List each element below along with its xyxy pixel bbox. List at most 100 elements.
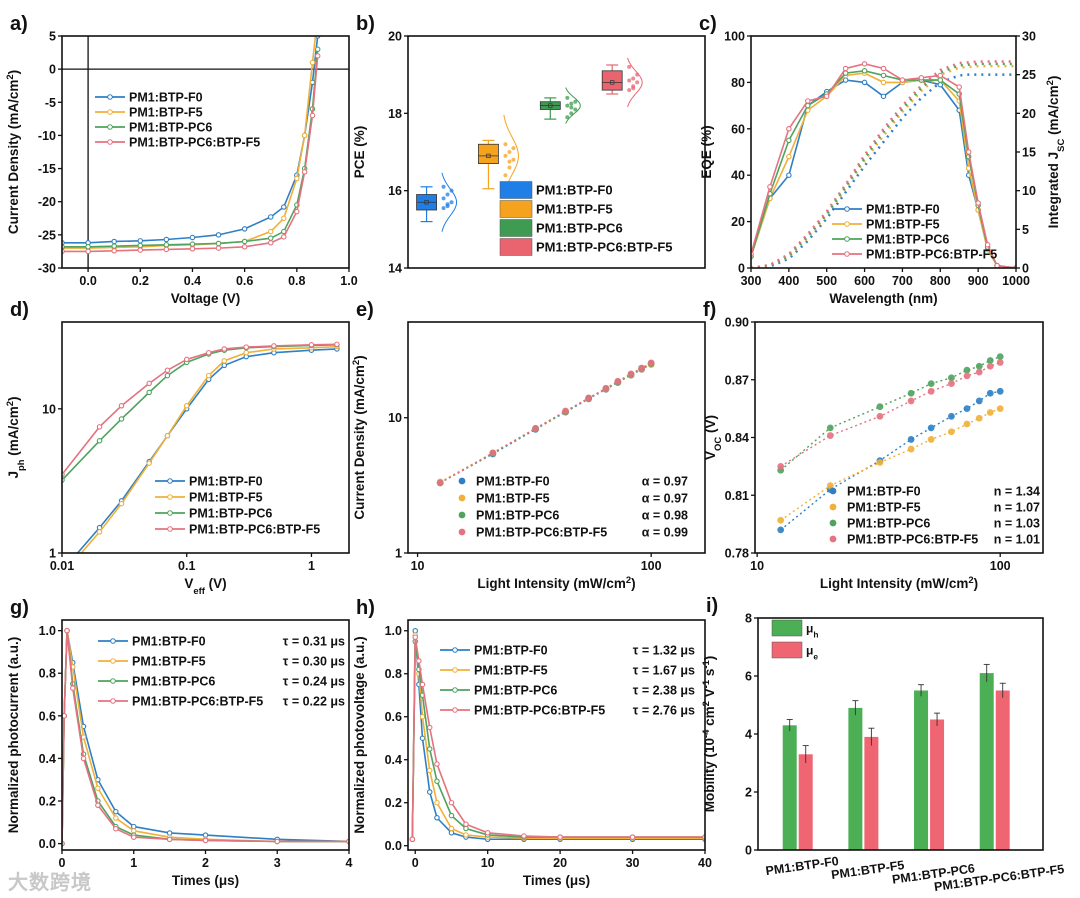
data-point <box>64 627 70 634</box>
legend-label: PM1:BTP-F0 <box>129 91 203 105</box>
plot-frame <box>407 619 706 851</box>
y-tick-label: 1 <box>49 547 56 561</box>
data-point <box>876 459 884 466</box>
data-point <box>511 157 516 162</box>
legend-item: μe <box>771 641 818 662</box>
legend-item: PM1:BTP-PC6 α = 0.98 <box>458 509 688 523</box>
plot-frame <box>407 321 706 554</box>
legend-label: PM1:BTP-PC6 <box>129 121 212 135</box>
x-tick-label: 100 <box>990 559 1011 573</box>
legend-marker <box>458 511 466 519</box>
data-point <box>205 349 212 356</box>
data-point <box>503 153 508 158</box>
data-point <box>164 433 171 439</box>
data-point <box>614 377 622 385</box>
distribution-curve <box>565 87 581 124</box>
legend-swatch <box>499 181 533 199</box>
data-point <box>419 735 426 741</box>
data-point <box>146 460 152 466</box>
plot-area <box>62 36 349 268</box>
data-point <box>281 234 287 240</box>
x-tick-label: 1000 <box>1002 274 1030 288</box>
data-point <box>511 146 516 151</box>
legend-marker <box>829 519 837 527</box>
legend-swatch <box>499 200 533 218</box>
legend-label: PM1:BTP-PC6:BTP-F5 <box>847 533 978 547</box>
legend-marker <box>844 251 850 257</box>
data-point <box>271 343 277 349</box>
legend-label: PM1:BTP-PC6:BTP-F5 <box>536 240 673 255</box>
data-point <box>602 384 610 392</box>
legend-marker <box>110 678 116 684</box>
y2-tick-label: 30 <box>1022 30 1036 44</box>
legend-note: τ = 0.24 μs <box>283 675 345 689</box>
x-tick-label: 2 <box>202 856 209 870</box>
panel-label: g) <box>10 597 29 619</box>
legend-label: PM1:BTP-F5 <box>189 491 263 505</box>
data-point <box>927 380 935 387</box>
legend-marker <box>452 667 458 673</box>
data-point <box>786 137 792 144</box>
legend-item: PM1:BTP-PC6:BTP-F5 <box>499 238 673 256</box>
panel-label: f) <box>703 299 716 321</box>
data-point <box>963 420 971 428</box>
legend-item: PM1:BTP-F5 <box>155 491 263 505</box>
data-point <box>565 95 570 100</box>
legend-item: PM1:BTP-F0 <box>499 181 613 199</box>
legend-note: τ = 1.67 μs <box>633 664 695 678</box>
legend-marker <box>110 658 116 664</box>
y-tick-label: -30 <box>38 262 56 276</box>
data-point <box>412 634 418 640</box>
legend-label: PM1:BTP-PC6:BTP-F5 <box>132 695 263 709</box>
data-point <box>805 98 811 104</box>
data-point <box>241 238 248 245</box>
fit-line <box>780 361 1001 467</box>
legend: PM1:BTP-F0PM1:BTP-F5PM1:BTP-PC6PM1:BTP-P… <box>832 203 997 262</box>
y-tick-label: 8 <box>745 612 752 626</box>
data-point <box>309 59 316 66</box>
legend-label: PM1:BTP-PC6 <box>847 517 930 531</box>
data-point <box>823 93 830 100</box>
legend-swatch <box>771 619 803 637</box>
mean-marker <box>486 153 491 159</box>
y-tick-label: 20 <box>731 215 745 229</box>
data-point <box>842 65 849 72</box>
data-point <box>948 374 955 382</box>
legend-item: PM1:BTP-PC6 <box>95 121 212 135</box>
data-point <box>215 232 222 238</box>
x-tick-label: 100 <box>641 559 662 573</box>
x-tick-label: 0 <box>59 856 66 870</box>
legend-label: PM1:BTP-F5 <box>476 492 550 506</box>
legend-swatch <box>771 641 803 659</box>
mean-marker <box>610 80 615 85</box>
data-point <box>984 242 991 248</box>
data-point <box>137 242 144 249</box>
data-point <box>434 761 440 767</box>
legend-note: τ = 2.38 μs <box>633 684 695 698</box>
y-tick-label: 0.6 <box>385 710 402 724</box>
legend-marker <box>844 236 850 242</box>
legend-item: PM1:BTP-F0 τ = 1.32 μs <box>440 644 695 658</box>
data-point <box>419 681 426 688</box>
y-tick-label: 1.0 <box>39 624 56 638</box>
legend: PM1:BTP-F0 τ = 0.31 μs PM1:BTP-F5 τ = 0.30 … <box>98 635 345 709</box>
legend-item: PM1:BTP-PC6:BTP-F5 <box>95 136 260 150</box>
data-point <box>996 387 1004 395</box>
category-label: PM1:BTP-F0 <box>765 854 840 878</box>
data-point <box>876 412 884 420</box>
y-tick-label: 1 <box>395 547 402 561</box>
x-tick-label: 10 <box>481 856 495 870</box>
data-point <box>241 244 248 250</box>
data-point <box>996 353 1004 361</box>
data-point <box>221 362 228 369</box>
data-point <box>96 438 103 444</box>
bar <box>798 754 813 850</box>
fit-line <box>780 355 1001 471</box>
x-tick-label: 0.0 <box>79 274 96 288</box>
legend-item: PM1:BTP-F0 <box>95 91 203 105</box>
data-point <box>118 403 125 409</box>
data-point <box>503 142 508 147</box>
legend-marker <box>167 478 173 484</box>
data-point <box>426 746 433 752</box>
data-point <box>986 409 994 416</box>
